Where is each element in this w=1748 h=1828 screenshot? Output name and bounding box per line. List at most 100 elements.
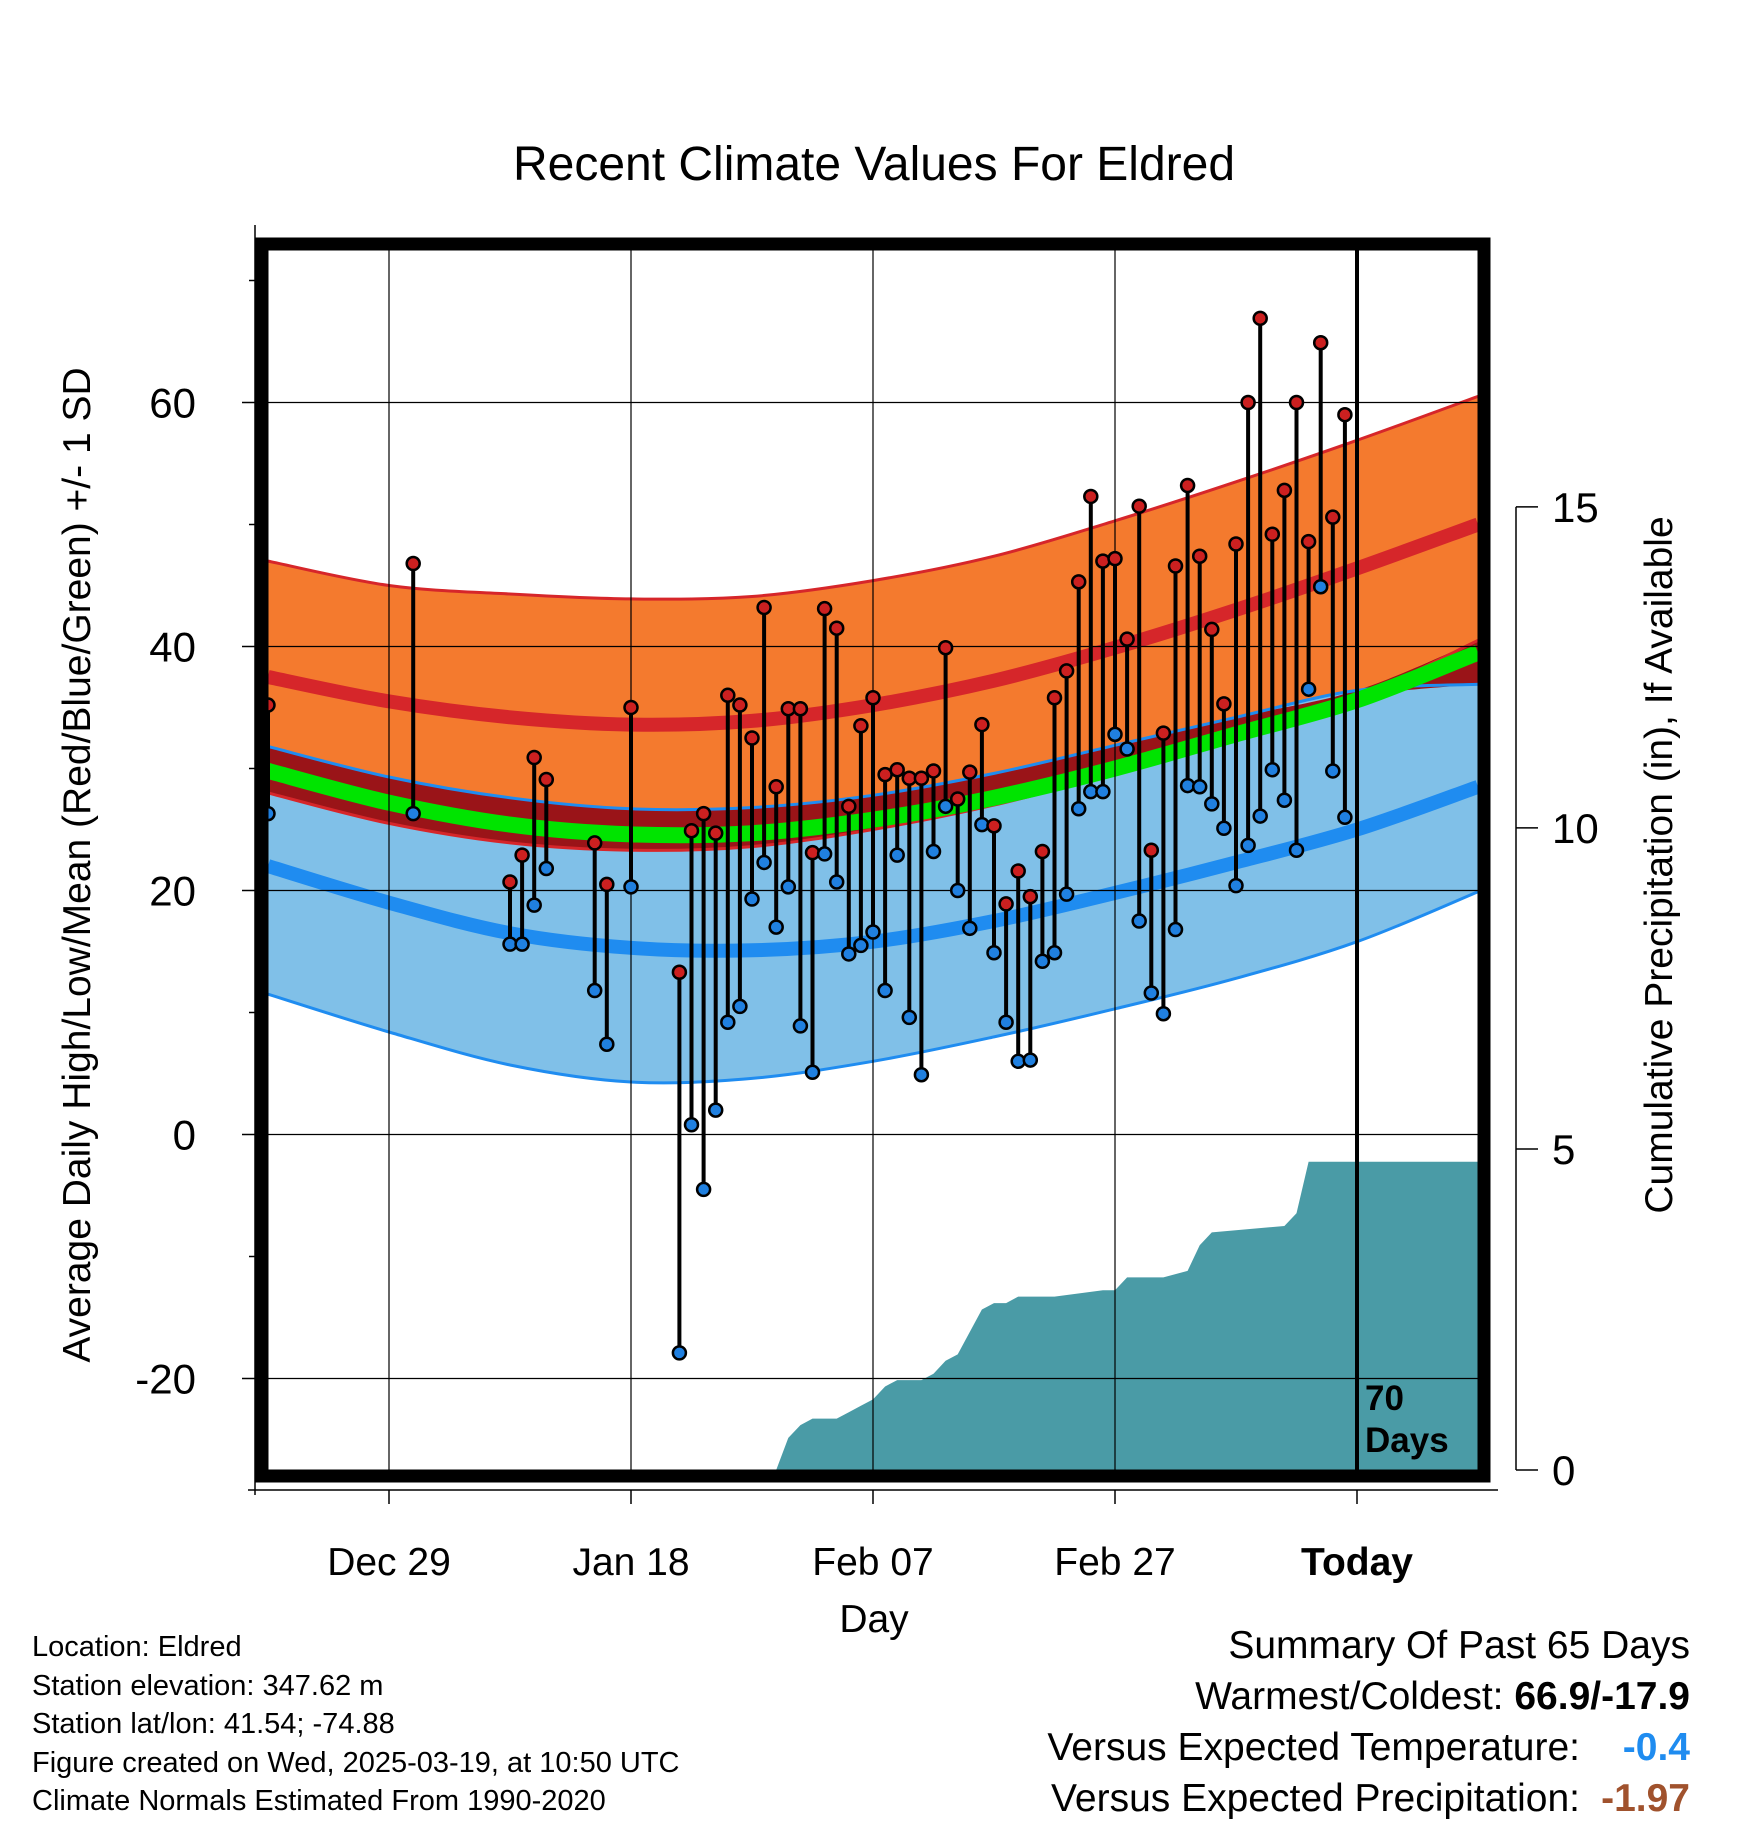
summary-precip-row: Versus Expected Precipitation: -1.97 — [1047, 1773, 1690, 1824]
observed-high-point — [853, 718, 869, 734]
observed-high-point — [1191, 548, 1208, 564]
observed-low-point — [1337, 809, 1353, 826]
warmest-label: Warmest/Coldest: — [1195, 1675, 1515, 1718]
observed-high-point — [1252, 310, 1268, 327]
observed-low-point — [1131, 913, 1147, 929]
observed-high-point — [1240, 394, 1256, 411]
y2-tick-label: 5 — [1552, 1126, 1575, 1173]
station-info: Location: Eldred Station elevation: 347.… — [32, 1628, 680, 1821]
observed-high-point — [1276, 482, 1293, 499]
observed-high-point — [1070, 574, 1087, 590]
observed-high-point — [695, 805, 712, 822]
precip-label: Versus Expected Precipitation: — [1051, 1777, 1580, 1820]
observed-high-point — [828, 620, 845, 636]
normals-text: Climate Normals Estimated From 1990-2020 — [32, 1785, 606, 1817]
observed-high-point — [732, 697, 748, 713]
observed-low-point — [1204, 796, 1220, 812]
observed-high-point — [1034, 843, 1051, 860]
location-text: Location: Eldred — [32, 1631, 242, 1663]
warmest-value: 66.9/-17.9 — [1514, 1675, 1690, 1718]
observed-high-point — [502, 874, 518, 890]
observed-high-point — [599, 876, 615, 893]
observed-high-point — [768, 779, 784, 795]
observed-high-point — [1300, 533, 1317, 550]
y2-tick-label: 10 — [1552, 805, 1599, 852]
observed-low-point — [756, 854, 772, 871]
observed-low-point — [732, 998, 748, 1015]
summary-panel: Summary Of Past 65 Days Warmest/Coldest:… — [1047, 1620, 1690, 1824]
x-tick-label: Today — [1301, 1541, 1413, 1584]
observed-high-point — [683, 822, 700, 839]
observed-high-point — [720, 687, 736, 704]
observed-low-point — [792, 1018, 809, 1034]
y-tick-label: -20 — [135, 1356, 196, 1403]
observed-high-point — [1312, 334, 1329, 351]
observed-high-point — [623, 699, 639, 716]
plot-frame — [255, 237, 1491, 1483]
days-label-number: 70 — [1365, 1379, 1404, 1418]
observed-low-point — [889, 847, 905, 863]
observed-low-point — [962, 920, 978, 937]
observed-low-point — [804, 1064, 821, 1081]
observed-high-point — [1058, 663, 1075, 679]
summary-temp-row: Versus Expected Temperature: -0.4 — [1047, 1722, 1690, 1773]
observed-low-point — [986, 944, 1002, 961]
observed-high-point — [816, 600, 833, 617]
x-axis-label: Day — [839, 1598, 909, 1641]
observed-high-point — [514, 847, 530, 863]
observed-low-point — [599, 1036, 615, 1052]
observed-high-point — [1131, 498, 1147, 514]
observed-high-point — [1083, 488, 1099, 505]
observed-low-point — [780, 879, 797, 895]
observed-high-point — [1155, 725, 1172, 741]
observed-low-point — [1325, 763, 1341, 779]
observed-low-point — [695, 1181, 712, 1198]
observed-high-point — [405, 555, 421, 572]
observed-high-point — [1204, 621, 1220, 638]
chart-title: Recent Climate Values For Eldred — [513, 138, 1235, 191]
observed-high-point — [671, 964, 688, 980]
observed-high-point — [841, 798, 857, 815]
observed-low-point — [744, 891, 760, 907]
observed-high-point — [268, 697, 276, 713]
observed-low-point — [1300, 681, 1317, 697]
observed-low-point — [1228, 877, 1244, 894]
observed-high-point — [998, 896, 1014, 912]
y-tick-label: 20 — [149, 868, 196, 915]
precip-value: -1.97 — [1601, 1777, 1690, 1820]
observed-high-point — [1167, 558, 1184, 574]
summary-warmest-row: Warmest/Coldest: 66.9/-17.9 — [1047, 1671, 1690, 1722]
observed-low-point — [841, 946, 857, 962]
observed-low-point — [268, 805, 276, 822]
x-tick-label: Feb 07 — [812, 1541, 933, 1584]
observed-low-point — [853, 937, 869, 954]
observed-low-point — [816, 846, 833, 862]
observed-low-point — [828, 874, 845, 890]
y-tick-label: 0 — [173, 1112, 196, 1159]
observed-high-point — [889, 761, 905, 778]
observed-low-point — [998, 1014, 1014, 1031]
y-tick-label: 60 — [149, 380, 196, 427]
observed-high-point — [1288, 394, 1305, 411]
observed-low-point — [720, 1014, 736, 1031]
observed-high-point — [1264, 526, 1281, 543]
observed-high-point — [913, 770, 930, 787]
observed-low-point — [683, 1116, 700, 1133]
observed-low-point — [707, 1102, 724, 1118]
observed-low-point — [538, 860, 555, 877]
observed-high-point — [949, 791, 966, 807]
observed-high-point — [1046, 689, 1063, 706]
observed-high-point — [586, 835, 603, 851]
latlon-text: Station lat/lon: 41.54; -74.88 — [32, 1708, 395, 1740]
x-tick-label: Dec 29 — [327, 1541, 451, 1584]
temp-label: Versus Expected Temperature: — [1047, 1726, 1580, 1769]
days-label-text: Days — [1365, 1421, 1449, 1460]
observed-high-point — [1325, 509, 1341, 525]
observed-low-point — [1276, 792, 1293, 808]
observed-high-point — [1022, 888, 1039, 905]
observed-high-point — [962, 764, 978, 780]
observed-low-point — [1252, 808, 1268, 824]
elevation-text: Station elevation: 347.62 m — [32, 1669, 384, 1702]
